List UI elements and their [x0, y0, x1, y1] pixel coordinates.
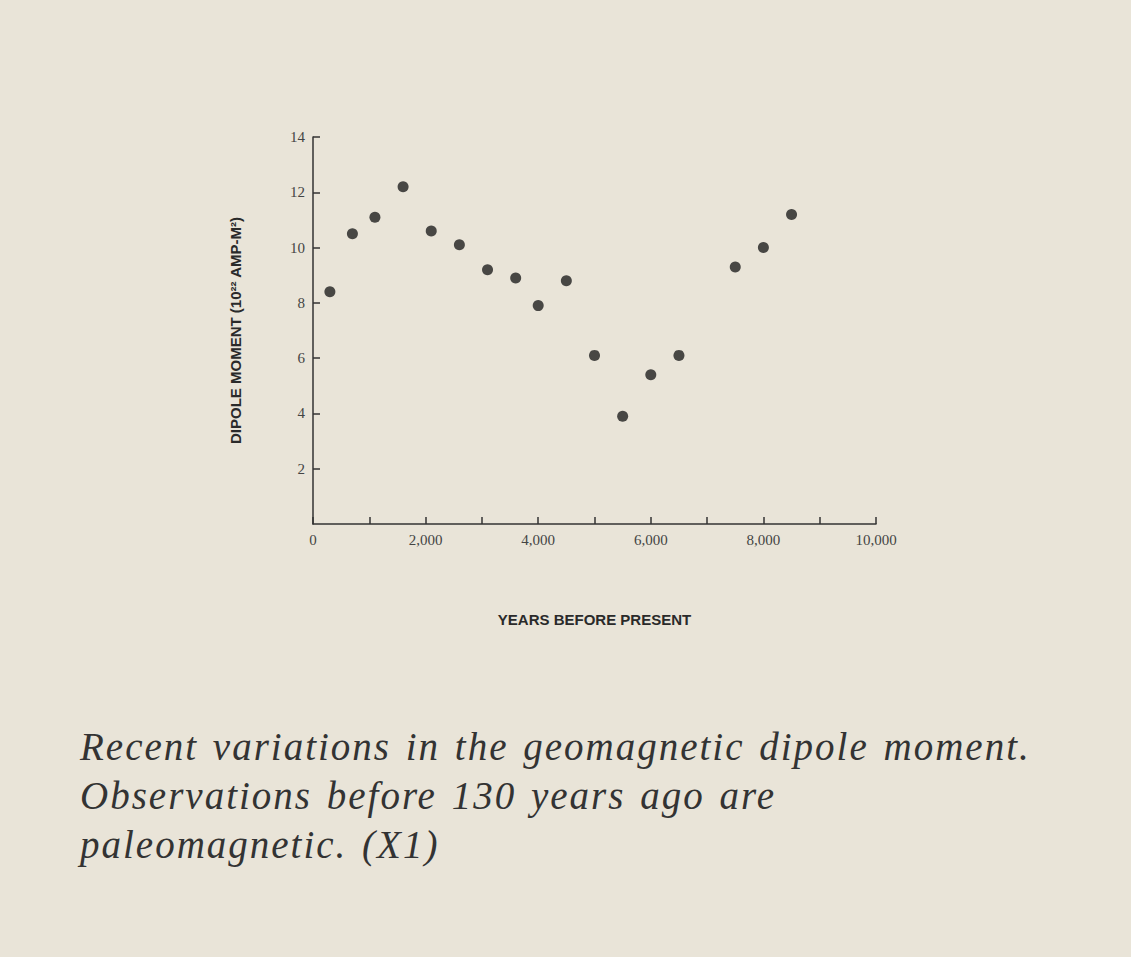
svg-text:4,000: 4,000 [521, 532, 555, 548]
svg-text:YEARS BEFORE PRESENT: YEARS BEFORE PRESENT [498, 611, 691, 628]
svg-text:12: 12 [290, 184, 305, 200]
svg-text:DIPOLE MOMENT (10²² AMP-M²): DIPOLE MOMENT (10²² AMP-M²) [227, 217, 244, 444]
svg-text:0: 0 [309, 532, 317, 548]
svg-text:8: 8 [298, 295, 306, 311]
svg-text:10: 10 [290, 240, 305, 256]
svg-text:2: 2 [298, 461, 306, 477]
svg-text:4: 4 [298, 405, 306, 421]
svg-text:10,000: 10,000 [855, 532, 896, 548]
svg-text:14: 14 [290, 129, 306, 145]
svg-text:8,000: 8,000 [747, 532, 781, 548]
svg-text:2,000: 2,000 [409, 532, 443, 548]
svg-text:6: 6 [298, 350, 306, 366]
html-text:Recent variations in the geoma: Recent variations in the geomagnetic dip… [80, 725, 1031, 866]
svg-text:6,000: 6,000 [634, 532, 668, 548]
